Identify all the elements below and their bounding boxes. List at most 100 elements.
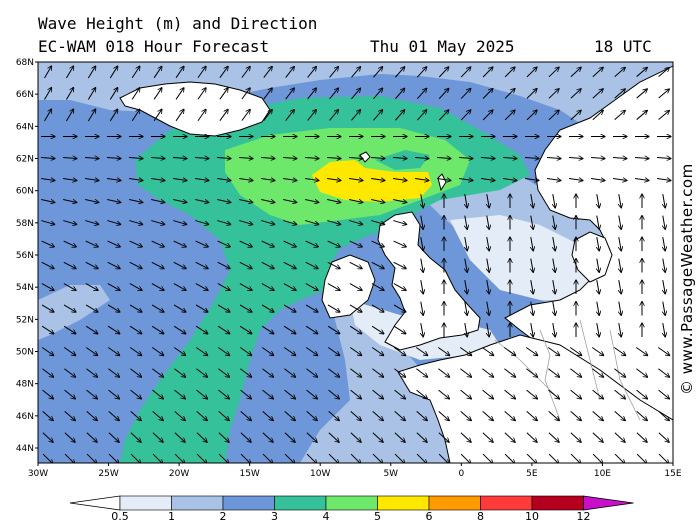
wave-arrow <box>613 347 625 355</box>
longitude-labels: 30W 25W 20W 15W 10W 5W 0 5E 10E 15E <box>28 463 682 479</box>
wave-arrow <box>526 453 537 463</box>
wave-arrow <box>41 304 54 312</box>
wave-arrow <box>504 368 515 377</box>
wave-arrow <box>349 283 362 291</box>
wave-arrow <box>546 179 561 181</box>
wave-arrow <box>131 66 140 79</box>
lat-label: 46N <box>16 412 34 422</box>
wave-arrow <box>86 389 98 399</box>
wave-arrow <box>480 158 495 159</box>
wave-arrow <box>196 453 207 463</box>
wave-arrow <box>416 411 428 420</box>
wave-arrow <box>261 240 275 247</box>
wave-arrow <box>64 453 75 463</box>
wave-arrow <box>150 158 165 159</box>
wave-arrow <box>106 158 121 159</box>
wave-arrow <box>371 283 384 291</box>
wave-arrow <box>241 109 250 121</box>
wave-arrow <box>371 304 384 312</box>
wave-arrow <box>307 88 317 100</box>
wave-arrow <box>592 110 603 121</box>
scandinavia <box>504 65 673 463</box>
wave-arrow <box>261 199 275 203</box>
wave-arrow <box>41 220 54 225</box>
colorbar-label: 10 <box>525 510 539 523</box>
wave-arrow <box>592 432 603 443</box>
wave-arrow <box>283 283 296 291</box>
wave-arrow <box>636 453 647 463</box>
wave-arrow <box>151 261 164 268</box>
wave-arrow <box>85 283 98 291</box>
wave-arrow <box>351 67 361 78</box>
wave-arrow <box>306 411 318 420</box>
wave-arrow <box>553 215 555 230</box>
wave-arrow <box>173 283 186 291</box>
wave-arrow <box>394 453 405 463</box>
wave-arrow <box>570 432 581 443</box>
wave-arrow <box>218 368 229 377</box>
lon-label: 20W <box>169 469 189 479</box>
wave-arrow <box>614 432 625 443</box>
wave-arrow <box>260 158 275 159</box>
wave-arrow <box>85 347 97 355</box>
wave-arrow <box>172 179 187 181</box>
wave-arrow <box>238 158 253 159</box>
wave-arrow <box>465 280 467 294</box>
wave-arrow <box>465 258 467 273</box>
wave-arrow <box>531 194 533 208</box>
wave-arrow <box>40 179 55 181</box>
wave-arrow <box>592 89 603 99</box>
wave-arrow <box>128 179 143 181</box>
wave-arrow <box>41 240 55 247</box>
wave-arrow <box>546 158 561 159</box>
wave-arrow <box>328 432 339 443</box>
wave-arrow <box>305 325 318 334</box>
wave-arrow <box>658 111 670 120</box>
wave-arrow <box>86 453 97 463</box>
wave-arrow <box>151 325 164 334</box>
colorbar-overflow <box>583 495 634 511</box>
wave-arrow <box>85 325 98 334</box>
wave-arrow <box>482 389 494 399</box>
wave-arrow <box>195 283 208 291</box>
wave-arrow <box>130 411 142 420</box>
wave-arrow <box>329 67 339 78</box>
wave-arrow <box>217 347 229 355</box>
wave-arrow <box>128 158 143 159</box>
wave-arrow <box>393 261 406 268</box>
wave-arrow <box>614 389 626 399</box>
colorbar-segment <box>119 495 172 511</box>
wave-arrow <box>504 432 515 443</box>
credit-text: © www.PassageWeather.com <box>678 163 696 395</box>
wave-arrow <box>656 179 671 181</box>
wave-arrow <box>84 179 99 181</box>
wave-arrow <box>504 389 516 399</box>
wave-arrow <box>150 179 165 181</box>
wave-arrow <box>349 220 362 225</box>
wave-arrow <box>62 158 77 159</box>
wave-arrow <box>438 432 449 443</box>
wave-arrow <box>261 220 274 225</box>
wave-arrow <box>65 87 73 100</box>
wave-arrow <box>438 368 449 377</box>
wave-arrow <box>350 368 361 377</box>
wave-arrow <box>305 304 318 312</box>
colorbar-label: 6 <box>426 510 433 523</box>
wave-arrow <box>394 110 404 121</box>
wave-arrow <box>636 89 648 99</box>
wave-arrow <box>284 368 295 377</box>
wave-arrow <box>504 453 515 463</box>
wave-arrow <box>85 199 99 203</box>
ireland <box>321 254 376 319</box>
wave-arrow <box>504 67 515 78</box>
wave-arrow <box>219 66 228 78</box>
wave-arrow <box>393 199 407 203</box>
wave-arrow <box>152 411 164 420</box>
wave-arrow <box>194 158 209 159</box>
wave-arrow <box>487 237 489 251</box>
wave-arrow <box>460 411 472 420</box>
colorbar-segment <box>480 495 533 511</box>
wave-arrow <box>107 199 121 203</box>
wave-arrow <box>174 389 186 399</box>
